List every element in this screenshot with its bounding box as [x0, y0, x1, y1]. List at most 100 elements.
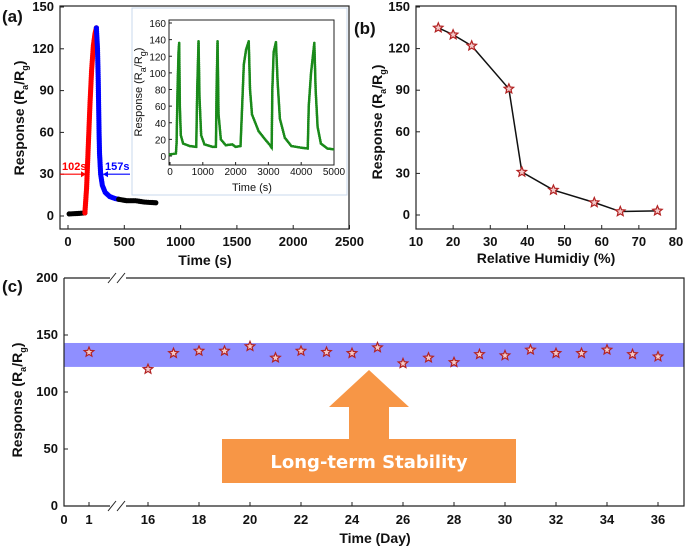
inset-data-point — [217, 95, 220, 98]
inset-data-point — [174, 146, 178, 149]
inset-data-point — [199, 122, 202, 125]
stability-banner — [222, 439, 516, 483]
inset-data-point — [290, 144, 293, 148]
inset-data-point — [178, 81, 181, 84]
inset-data-point — [197, 45, 200, 49]
x-tick-label: 2000 — [279, 234, 308, 249]
inset-data-point — [306, 141, 310, 145]
inset-data-point — [178, 77, 181, 80]
inset-data-point — [295, 145, 299, 149]
inset-data-point — [270, 109, 274, 113]
star-marker — [82, 345, 96, 358]
inset-data-point — [216, 71, 220, 75]
star-marker — [651, 204, 664, 217]
inset-data-point — [314, 84, 317, 87]
inset-data-point — [276, 79, 279, 83]
inset-data-point — [216, 47, 219, 51]
inset-data-point — [314, 82, 317, 85]
inset-data-point — [276, 89, 280, 93]
inset-data-point — [177, 49, 181, 53]
inset-data-point — [239, 134, 243, 138]
inset-data-point — [308, 83, 312, 86]
y-axis-title-part: a — [138, 67, 148, 72]
inset-data-point — [197, 71, 201, 74]
inset-data-point — [275, 62, 279, 65]
inset-data-point — [306, 143, 310, 146]
inset-data-point — [241, 85, 245, 88]
y-axis-title-part: Response (R — [9, 372, 25, 458]
inset-data-point — [176, 97, 179, 101]
inset-data-point — [313, 68, 317, 72]
x-tick-label: 0 — [64, 234, 71, 249]
inset-data-point — [175, 117, 179, 120]
inset-data-point — [239, 144, 242, 148]
star-marker — [515, 165, 529, 178]
inset-data-point — [271, 70, 275, 74]
inset-data-point — [271, 76, 275, 79]
inset-data-point — [175, 142, 178, 145]
inset-data-point — [275, 56, 278, 60]
inset-data-point — [197, 55, 201, 59]
inset-data-point — [249, 95, 252, 99]
inset-data-point — [248, 72, 251, 76]
inset-data-point — [216, 87, 220, 91]
inset-data-point — [314, 76, 317, 80]
x-tick-label: 28 — [447, 512, 461, 527]
inset-data-point — [313, 61, 317, 64]
inset-data-point — [178, 92, 182, 96]
inset-data-point — [274, 40, 278, 44]
inset-data-point — [215, 109, 218, 113]
inset-data-point — [178, 106, 182, 110]
inset-data-point — [240, 118, 243, 122]
x-tick-label: 22 — [294, 512, 308, 527]
inset-data-point — [178, 94, 182, 98]
inset-data-point — [275, 72, 279, 75]
inset-data-point — [292, 145, 295, 148]
inset-data-point — [178, 67, 181, 70]
star-marker — [371, 340, 384, 353]
star-marker — [549, 346, 563, 359]
axis-break-mark — [116, 500, 126, 512]
inset-data-point — [216, 63, 220, 67]
inset-data-point — [217, 105, 220, 108]
star-marker — [320, 345, 333, 358]
panel-label: (b) — [354, 19, 376, 38]
inset-data-point — [241, 88, 245, 92]
inset-data-point — [198, 104, 202, 107]
inset-data-point — [175, 111, 179, 114]
x-tick-label: 4000 — [290, 167, 313, 178]
inset-data-point — [240, 124, 243, 128]
inset-data-point — [216, 51, 220, 55]
inset-data-point — [198, 86, 201, 90]
inset-data-point — [247, 47, 251, 51]
x-tick-label: 1000 — [192, 167, 215, 178]
inset-data-point — [306, 126, 310, 129]
inset-data-point — [214, 137, 218, 141]
inset-data-point — [178, 100, 182, 104]
inset-data-point — [275, 52, 278, 56]
inset-data-point — [313, 74, 317, 78]
inset-data-point — [217, 116, 221, 120]
inset-data-point — [247, 53, 251, 57]
star-marker — [167, 346, 180, 359]
y-axis-title: Response (Ra/Rg) — [11, 61, 30, 176]
inset-data-point — [216, 69, 220, 73]
x-tick-label: 3000 — [257, 167, 280, 178]
inset-data-point — [315, 111, 319, 115]
x-tick-label: 34 — [600, 512, 615, 527]
star-marker — [473, 347, 486, 360]
inset-data-point — [241, 98, 244, 102]
inset-data-point — [248, 82, 252, 86]
inset-data-point — [271, 84, 274, 87]
inset-data-point — [239, 126, 243, 130]
inset-data-point — [197, 43, 200, 47]
inset-data-point — [178, 69, 181, 72]
inset-data-point — [240, 116, 243, 120]
inset-data-point — [216, 45, 219, 49]
inset-data-point — [216, 67, 220, 71]
inset-data-point — [175, 128, 179, 132]
inset-data-point — [175, 132, 179, 136]
inset-data-point — [195, 90, 199, 93]
inset-data-point — [307, 106, 310, 110]
